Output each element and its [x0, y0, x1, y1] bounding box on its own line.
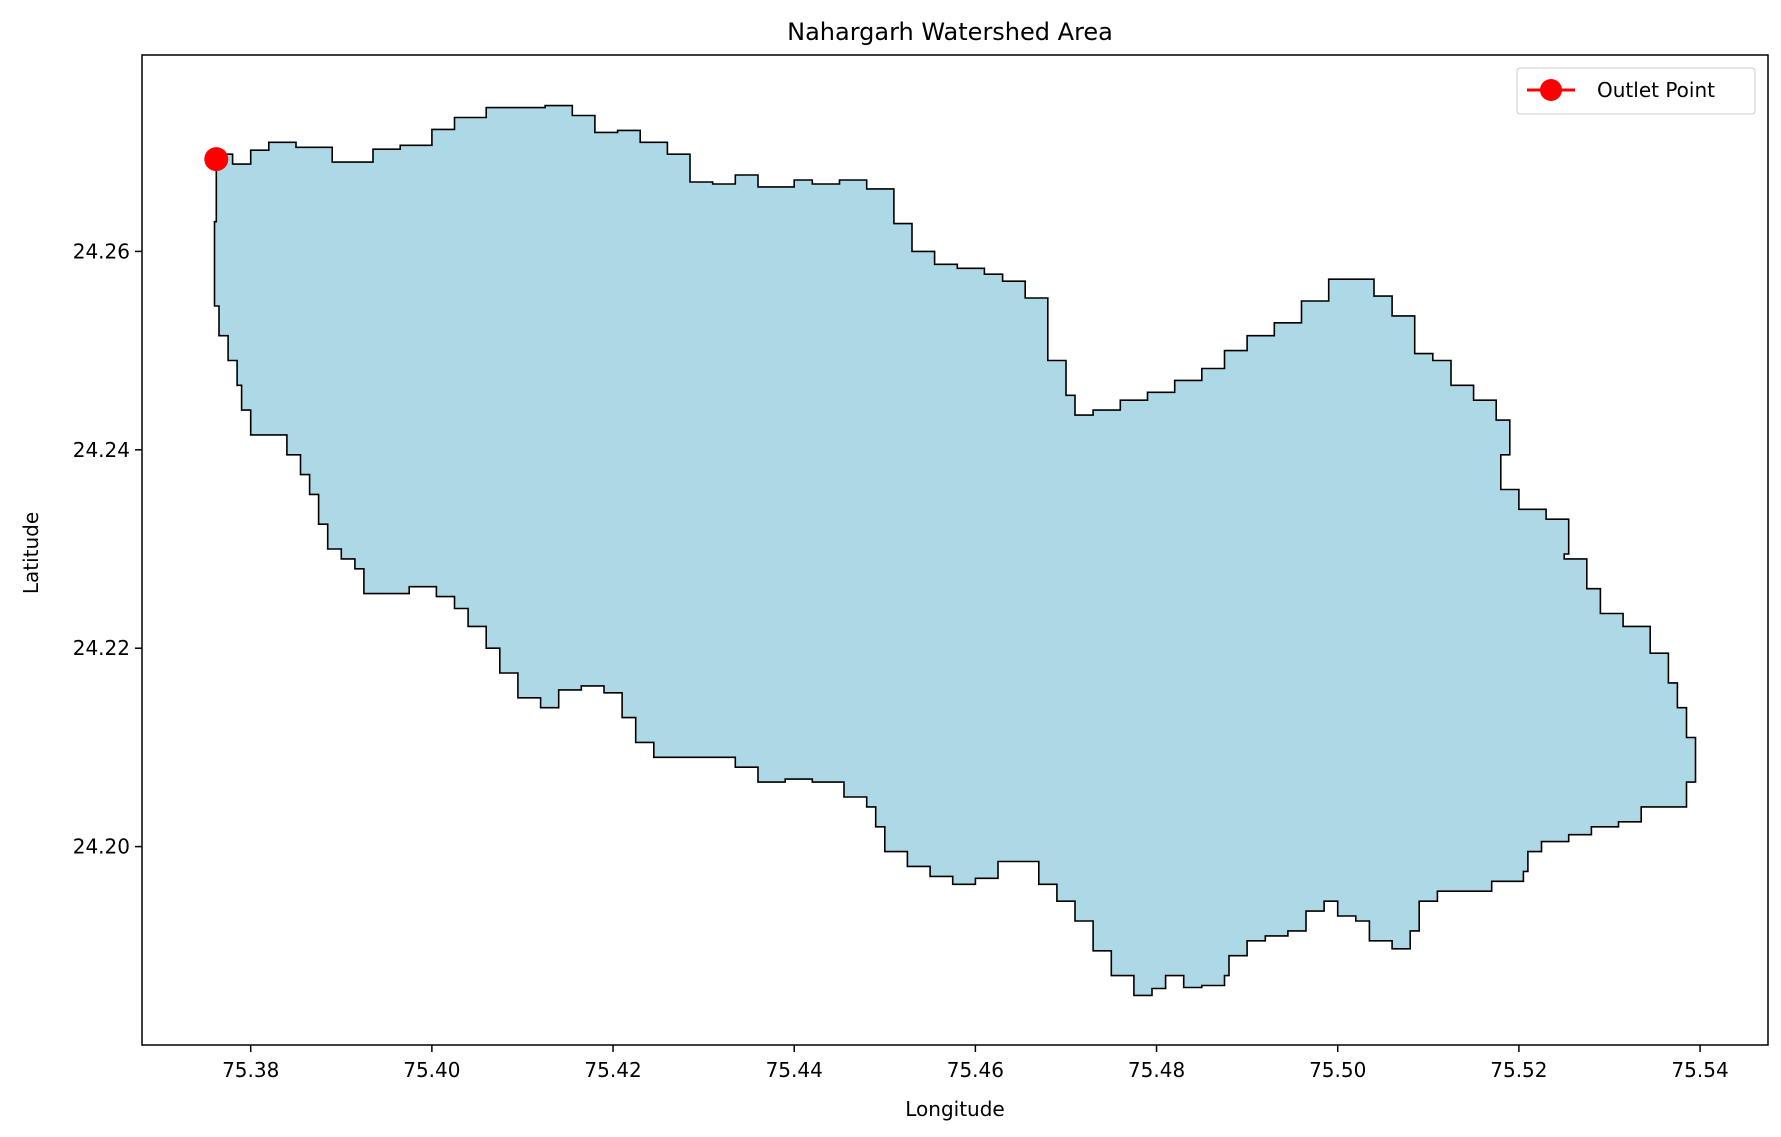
axes-frame: [141, 54, 1769, 1046]
y-tick-label: 24.26: [73, 239, 130, 263]
y-axis-label: Latitude: [19, 512, 43, 594]
x-axis-ticks: 75.38 75.40 75.42 75.44 75.46 75.48 75.50 75.52…: [222, 1045, 1729, 1082]
y-axis-ticks: 24.20 24.22 24.24 24.26: [73, 239, 142, 859]
x-tick-label: 75.42: [584, 1058, 641, 1082]
y-tick-label: 24.24: [73, 438, 130, 462]
watershed-polygon: [213, 104, 1697, 997]
x-tick-label: 75.48: [1128, 1058, 1185, 1082]
legend-label-outlet: Outlet Point: [1597, 78, 1715, 102]
legend-marker: [1540, 79, 1562, 101]
x-tick-label: 75.54: [1671, 1058, 1728, 1082]
map-title: Nahargarh Watershed Area: [787, 18, 1113, 46]
outlet-point-dot: [204, 147, 229, 172]
x-tick-label: 75.44: [766, 1058, 823, 1082]
x-tick-label: 75.46: [947, 1058, 1004, 1082]
legend: Outlet Point: [1516, 67, 1756, 115]
outlet-point-marker: [204, 147, 229, 172]
legend-box: [1516, 67, 1756, 115]
x-tick-label: 75.40: [403, 1058, 460, 1082]
x-tick-label: 75.50: [1309, 1058, 1366, 1082]
x-axis-label: Longitude: [905, 1097, 1004, 1121]
x-tick-label: 75.52: [1490, 1058, 1547, 1082]
x-tick-label: 75.38: [222, 1058, 279, 1082]
y-tick-label: 24.22: [73, 636, 130, 660]
plot-area: [141, 54, 1769, 1046]
y-tick-label: 24.20: [73, 835, 130, 859]
